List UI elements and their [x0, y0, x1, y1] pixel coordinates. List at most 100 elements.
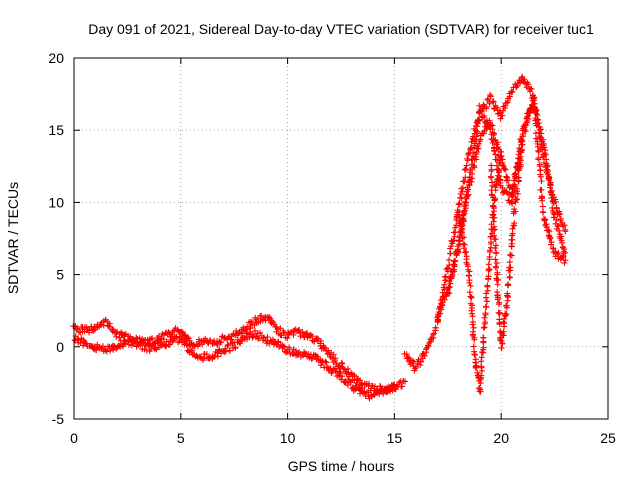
data-point [477, 106, 484, 113]
x-tick-label: 0 [70, 430, 78, 446]
data-point [264, 334, 271, 341]
data-point [473, 149, 480, 156]
data-point [74, 325, 81, 332]
data-point [505, 281, 512, 288]
data-point [186, 343, 193, 350]
data-point [133, 334, 140, 341]
data-point [517, 153, 524, 160]
data-point [533, 122, 540, 129]
data-point [532, 135, 539, 142]
data-point [456, 200, 463, 207]
data-point [519, 147, 526, 154]
data-point [463, 193, 470, 200]
data-point [471, 336, 478, 343]
data-point [502, 166, 509, 173]
data-point [452, 257, 459, 264]
data-point [483, 103, 490, 110]
chart-title: Day 091 of 2021, Sidereal Day-to-day VTE… [88, 21, 594, 37]
data-point [522, 121, 529, 128]
data-point [494, 281, 501, 288]
data-point [550, 198, 557, 205]
data-point [358, 380, 365, 387]
data-point [537, 173, 544, 180]
data-point [511, 220, 518, 227]
data-point [491, 106, 498, 113]
data-point [147, 336, 154, 343]
data-point [504, 177, 511, 184]
data-point [505, 294, 512, 301]
axis-ticks [73, 57, 609, 420]
data-point [131, 337, 138, 344]
data-point [390, 383, 397, 390]
data-point [478, 354, 485, 361]
data-point [466, 279, 473, 286]
data-point [475, 145, 482, 152]
data-point [482, 319, 489, 326]
data-point [506, 259, 513, 266]
data-point [528, 86, 535, 93]
data-point [558, 239, 565, 246]
data-point [391, 382, 398, 389]
data-point [505, 98, 512, 105]
x-tick-label: 5 [177, 430, 185, 446]
data-point [539, 208, 546, 215]
data-point [531, 109, 538, 116]
data-point [256, 335, 263, 342]
data-point [299, 328, 306, 335]
data-point [471, 351, 478, 358]
data-point [555, 249, 562, 256]
data-point [490, 218, 497, 225]
data-point [339, 373, 346, 380]
data-point [325, 347, 332, 354]
data-point [467, 282, 474, 289]
data-point [464, 263, 471, 270]
data-point [557, 210, 564, 217]
data-point [487, 91, 494, 98]
data-point [547, 182, 554, 189]
data-point [446, 262, 453, 269]
data-point [445, 284, 452, 291]
data-point [438, 306, 445, 313]
data-point [492, 236, 499, 243]
data-point [491, 148, 498, 155]
data-point [519, 141, 526, 148]
data-point [493, 264, 500, 271]
data-point [512, 208, 519, 215]
data-point [515, 174, 522, 181]
data-points [70, 73, 569, 402]
data-point [480, 130, 487, 137]
data-point [490, 203, 497, 210]
data-point [468, 145, 475, 152]
data-point [474, 120, 481, 127]
data-point [257, 329, 264, 336]
data-point [501, 315, 508, 322]
data-point [514, 196, 521, 203]
data-point [243, 333, 250, 340]
data-point [503, 302, 510, 309]
data-point [494, 296, 501, 303]
data-point [562, 257, 569, 264]
y-axis-label: SDTVAR / TECUs [5, 182, 21, 294]
data-point [491, 214, 498, 221]
data-point [244, 330, 251, 337]
data-point [481, 314, 488, 321]
data-point [474, 128, 481, 135]
data-point [462, 202, 469, 209]
data-point [417, 361, 424, 368]
data-point [207, 337, 214, 344]
data-point [425, 343, 432, 350]
data-point [458, 230, 465, 237]
data-point [493, 176, 500, 183]
y-tick-label: -5 [52, 411, 65, 427]
data-point [160, 335, 167, 342]
data-point [491, 226, 498, 233]
data-point [525, 115, 532, 122]
y-tick-label: 20 [48, 50, 64, 66]
data-point [513, 84, 520, 91]
data-point [471, 164, 478, 171]
data-point [478, 107, 485, 114]
data-point [138, 338, 145, 345]
data-point [465, 150, 472, 157]
data-point [495, 301, 502, 308]
